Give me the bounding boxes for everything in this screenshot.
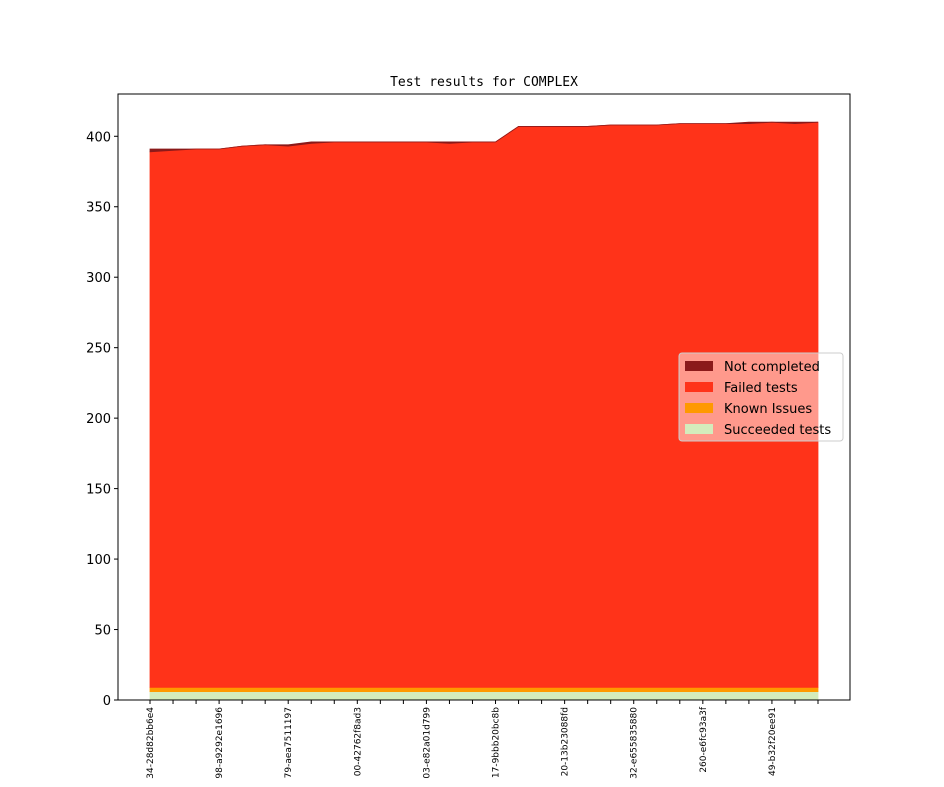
- x-tick-label: 34-28d82bb6e4: [146, 707, 156, 779]
- legend-swatch: [685, 424, 713, 434]
- legend: Not completed Failed tests Known Issues Suc…: [678, 352, 844, 442]
- y-tick-label: 400: [86, 130, 111, 145]
- y-tick-label: 250: [86, 342, 111, 357]
- x-tick-label: 79-aea7511197: [284, 707, 294, 778]
- x-tick-label: 03-e82a01d799: [422, 707, 432, 779]
- x-tick-label: 49-b32f20ee91: [768, 707, 778, 776]
- x-tick-label: 260-e6fc93a3f: [699, 706, 709, 772]
- x-tick-label: 17-9bbb20bc8b: [492, 707, 502, 778]
- y-tick-label: 200: [86, 412, 111, 427]
- legend-label: Succeeded tests: [724, 423, 831, 438]
- y-tick-label: 50: [94, 624, 111, 639]
- legend-label: Known Issues: [724, 402, 812, 417]
- legend-swatch: [685, 403, 713, 413]
- plot-frame: [117, 93, 851, 701]
- legend-box: [678, 352, 844, 442]
- y-tick-label: 300: [86, 271, 111, 286]
- area: [149, 121, 819, 153]
- x-tick-label: 32-e655835880: [630, 707, 640, 779]
- x-tick-label: 20-13b23088fd: [561, 707, 571, 776]
- chart-title: Test results for COMPLEX: [390, 75, 578, 90]
- area: [149, 691, 819, 701]
- legend-label: Not completed: [724, 360, 820, 375]
- legend-label: Failed tests: [724, 381, 798, 396]
- legend-swatch: [685, 382, 713, 392]
- legend-swatch: [685, 361, 713, 371]
- y-tick-label: 350: [86, 201, 111, 216]
- y-tick-label: 150: [86, 483, 111, 498]
- y-tick-label: 100: [86, 553, 111, 568]
- x-tick-label: 00-42762f8ad3: [353, 707, 363, 776]
- y-tick-label: 0: [103, 694, 111, 709]
- area: [149, 686, 819, 692]
- x-tick-label: 98-a9292e1696: [215, 707, 225, 779]
